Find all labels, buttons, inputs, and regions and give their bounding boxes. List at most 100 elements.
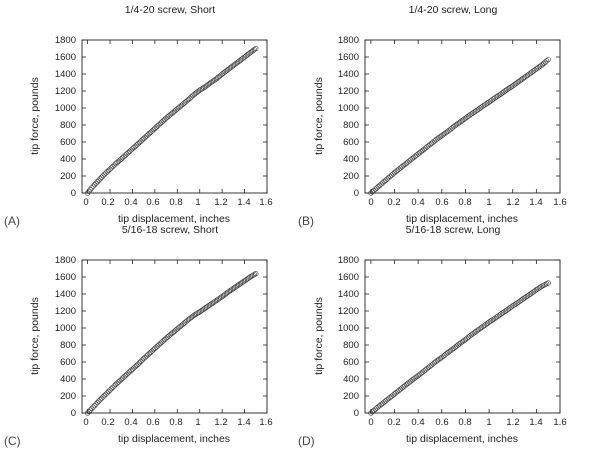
- data-marker: [128, 147, 134, 153]
- data-marker: [176, 325, 182, 331]
- data-marker: [428, 140, 435, 146]
- x-tick-label: 1: [486, 197, 491, 208]
- data-marker: [209, 78, 215, 85]
- data-marker: [148, 129, 154, 135]
- data-marker: [425, 364, 432, 371]
- x-tick-label: 1.4: [529, 417, 542, 428]
- data-marker: [424, 365, 430, 372]
- y-tick-label: 200: [60, 391, 76, 402]
- data-marker: [393, 390, 399, 396]
- data-marker: [201, 306, 207, 312]
- data-point: [480, 103, 486, 109]
- data-marker: [402, 383, 408, 389]
- data-marker: [139, 137, 145, 143]
- data-point: [415, 151, 421, 157]
- x-tick-label: 0: [83, 417, 88, 428]
- y-tick-label: 1600: [55, 52, 76, 63]
- data-marker: [396, 387, 402, 393]
- data-marker: [145, 132, 151, 138]
- data-marker: [155, 123, 161, 129]
- data-marker: [139, 357, 145, 363]
- data-marker: [167, 112, 173, 118]
- y-tick-label: 0: [354, 188, 359, 199]
- data-marker: [125, 370, 131, 376]
- data-marker: [369, 409, 375, 415]
- data-marker: [453, 343, 460, 349]
- data-marker: [536, 285, 542, 291]
- data-point: [124, 371, 130, 377]
- x-tick-label: 0: [368, 417, 373, 428]
- data-marker: [237, 281, 243, 287]
- data-point: [225, 289, 231, 295]
- data-marker: [406, 158, 412, 164]
- data-marker: [190, 93, 196, 99]
- data-marker: [104, 390, 110, 396]
- data-marker: [92, 182, 98, 188]
- data-marker: [211, 77, 217, 84]
- x-tick-label: 1.2: [214, 417, 227, 428]
- data-marker: [418, 148, 424, 155]
- data-point: [213, 297, 220, 303]
- data-marker: [176, 105, 182, 111]
- x-tick-label: 1.6: [259, 197, 272, 208]
- data-marker: [467, 333, 473, 339]
- data-marker: [440, 353, 446, 359]
- data-marker: [132, 364, 138, 370]
- data-marker: [387, 173, 393, 180]
- data-marker: [430, 361, 436, 367]
- y-tick-label: 1600: [338, 272, 359, 283]
- data-marker: [106, 388, 112, 395]
- data-marker: [159, 119, 165, 125]
- chart-panel-b: 1/4-20 screw, Long 0 200 400 600 800 100…: [298, 4, 567, 228]
- data-marker: [251, 271, 257, 278]
- x-tick-labels-d: 0 0.2 0.4 0.6 0.8 1 1.2 1.4 1.6: [368, 417, 566, 428]
- data-point: [409, 155, 415, 162]
- x-tick-label: 1.6: [553, 417, 566, 428]
- data-point: [141, 356, 147, 362]
- data-marker: [507, 85, 513, 91]
- y-tick-label: 600: [343, 137, 359, 148]
- data-marker: [544, 58, 550, 64]
- data-marker: [431, 360, 438, 366]
- data-point: [391, 391, 398, 397]
- data-marker: [226, 288, 232, 294]
- data-point: [157, 340, 164, 346]
- data-marker: [136, 139, 143, 146]
- x-tick-label: 1.4: [237, 197, 250, 208]
- data-marker: [150, 347, 157, 353]
- x-tick-label: 0.6: [435, 417, 448, 428]
- data-marker: [234, 283, 241, 289]
- data-marker: [408, 157, 414, 163]
- data-marker: [99, 174, 105, 180]
- data-marker: [369, 189, 375, 195]
- data-point: [421, 368, 427, 374]
- chart-panel-a: 1/4-20 screw, Short 0 200 400 600 800 10…: [4, 4, 273, 228]
- data-marker: [400, 162, 407, 169]
- data-marker: [452, 344, 458, 350]
- y-tick-label: 0: [71, 188, 76, 199]
- data-marker: [103, 170, 109, 176]
- data-marker: [411, 154, 417, 161]
- y-tick-label: 1600: [338, 52, 359, 63]
- data-point: [468, 111, 474, 117]
- data-marker: [232, 284, 238, 291]
- data-marker: [115, 158, 122, 164]
- data-marker: [183, 319, 189, 325]
- data-marker: [418, 370, 424, 376]
- x-tick-label: 0.2: [387, 197, 400, 208]
- x-tick-label: 0.4: [411, 417, 424, 428]
- data-marker: [390, 171, 396, 177]
- data-marker: [422, 145, 429, 151]
- data-point: [191, 312, 197, 318]
- data-marker: [164, 114, 171, 120]
- data-marker: [156, 121, 162, 128]
- data-marker: [428, 362, 435, 368]
- x-tick-label: 0.2: [387, 417, 400, 428]
- data-point: [498, 311, 504, 317]
- y-tick-label: 200: [60, 171, 76, 182]
- y-axis-label-c: tip force, pounds: [29, 297, 41, 375]
- data-marker: [424, 144, 430, 150]
- x-tick-label: 1.6: [259, 417, 272, 428]
- y-tick-labels-a: 0 200 400 600 800 1000 1200 1400 1600 18…: [55, 35, 76, 199]
- x-tick-label: 1.4: [529, 197, 542, 208]
